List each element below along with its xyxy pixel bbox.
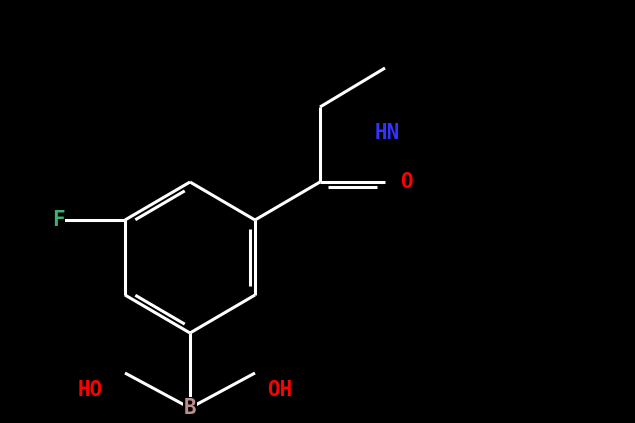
Text: OH: OH [267,380,293,400]
Text: HO: HO [77,380,103,400]
Text: HN: HN [375,123,400,143]
Text: B: B [184,398,196,418]
Text: F: F [51,210,64,230]
Text: O: O [400,172,413,192]
